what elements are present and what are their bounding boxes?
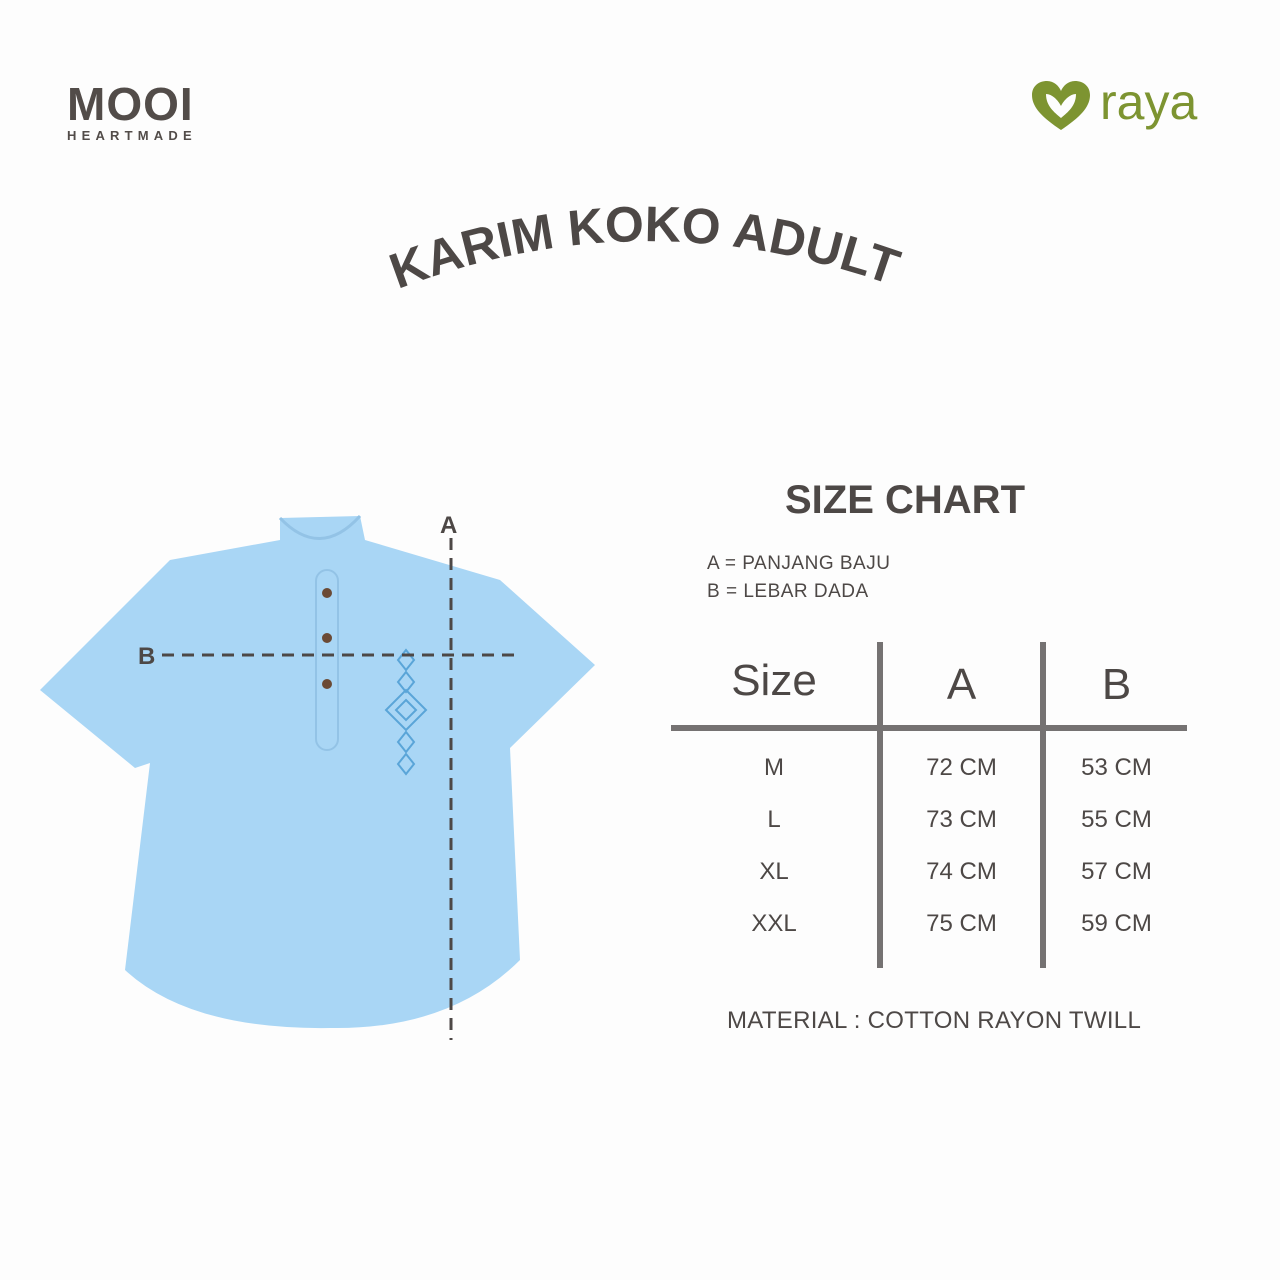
length-a-cell: 72 CM [926,754,997,781]
shirt-shape [40,516,595,1029]
size-chart-title: SIZE CHART [785,478,1025,522]
button-icon [322,633,332,643]
chest-b-cell: 59 CM [1081,910,1152,937]
legend-b: B = LEBAR DADA [707,581,869,602]
raya-logo-name: raya [1100,74,1198,130]
size-cell: XXL [751,910,797,937]
button-icon [322,588,332,598]
button-icon [322,679,332,689]
chest-b-cell: 53 CM [1081,754,1152,781]
heart-icon [1032,81,1090,130]
size-cell: XL [759,858,789,885]
shirt-diagram: A B [40,512,595,1040]
header-size: Size [731,656,817,705]
length-a-cell: 74 CM [926,858,997,885]
length-a-cell: 73 CM [926,806,997,833]
raya-logo: raya [1030,74,1198,132]
size-cell: M [764,754,784,781]
header-a: A [946,660,977,709]
label-b: B [138,643,155,670]
column-divider [877,642,883,968]
label-a: A [440,512,457,539]
chest-b-cell: 57 CM [1081,858,1152,885]
mooi-logo-name: MOOI [67,78,194,130]
mooi-logo: MOOI HEARTMADE [67,78,197,143]
header-divider [671,725,1187,731]
product-title-text: KARIM KOKO ADULT [382,196,906,299]
size-cell: L [767,806,781,833]
embroidery-pattern [384,648,428,776]
svg-text:KARIM KOKO ADULT: KARIM KOKO ADULT [382,196,906,299]
legend-a: A = PANJANG BAJU [707,553,891,574]
size-table: Size A B M 72 CM 53 CM L 73 CM 55 CM XL 74 CM 57… [671,642,1187,968]
material-text: MATERIAL : COTTON RAYON TWILL [727,1007,1142,1034]
header-b: B [1101,660,1132,709]
product-title: KARIM KOKO ADULT [382,196,906,299]
column-divider [1040,642,1046,968]
mooi-logo-tagline: HEARTMADE [67,128,197,143]
length-a-cell: 75 CM [926,910,997,937]
chest-b-cell: 55 CM [1081,806,1152,833]
